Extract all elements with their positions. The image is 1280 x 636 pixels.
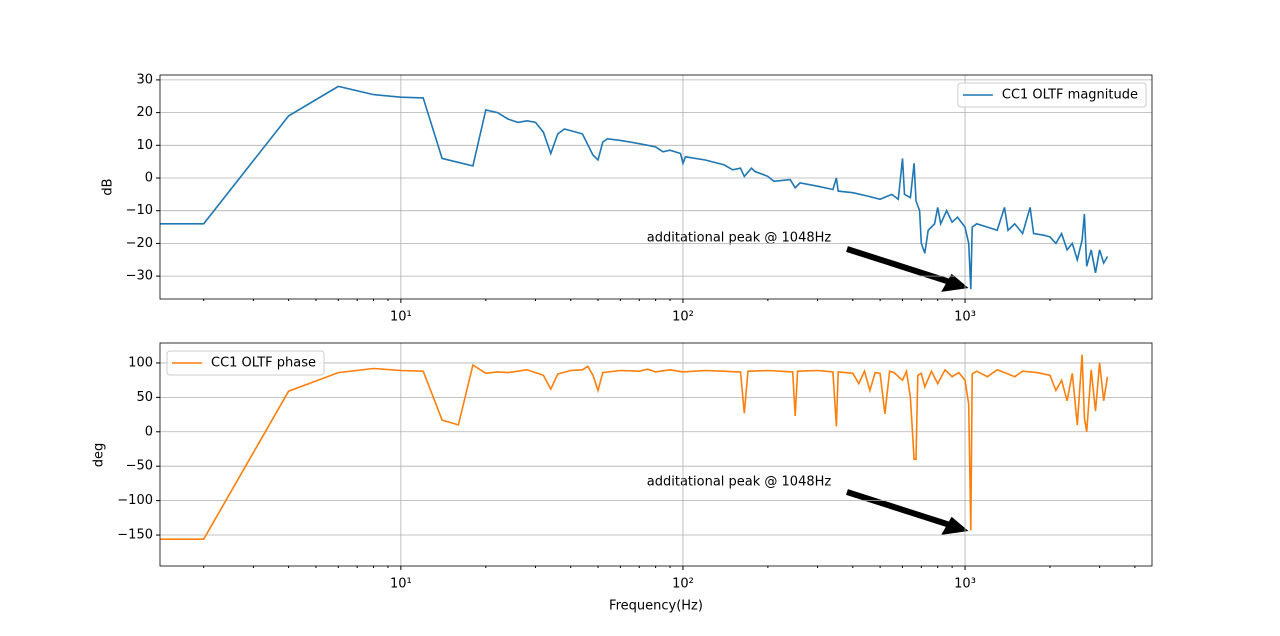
y-axis-label: dB — [101, 178, 116, 195]
legend-box — [166, 350, 325, 376]
y-tick-label: −100 — [117, 493, 153, 508]
x-tick-label: 10² — [672, 577, 694, 592]
x-tick-label: 10¹ — [390, 577, 412, 592]
y-tick-label: 0 — [145, 171, 153, 186]
data-line — [160, 85, 1109, 290]
y-tick-label: 30 — [136, 72, 153, 87]
annotation: additational peak @ 1048Hz — [647, 231, 832, 246]
arrow-head — [941, 273, 969, 292]
x-axis-label: Frequency(Hz) — [609, 599, 703, 614]
x-tick-label: 10² — [672, 310, 694, 325]
y-axis-label: deg — [92, 443, 107, 468]
y-tick-label: 100 — [128, 355, 153, 370]
legend-label: CC1 OLTF phase — [211, 356, 316, 371]
y-tick-label: 0 — [145, 424, 153, 439]
annotation-arrow — [846, 246, 951, 285]
y-tick-label: −30 — [126, 269, 153, 284]
legend-box — [957, 82, 1147, 108]
annotation: additational peak @ 1048Hz — [647, 475, 832, 490]
data-line — [160, 354, 1109, 540]
y-tick-label: −20 — [126, 236, 153, 251]
legend: CC1 OLTF magnitude — [957, 82, 1147, 108]
y-tick-label: −150 — [117, 528, 153, 543]
y-tick-label: 20 — [136, 105, 153, 120]
legend: CC1 OLTF phase — [166, 350, 325, 376]
x-tick-label: 10³ — [954, 577, 976, 592]
y-tick-label: −50 — [126, 459, 153, 474]
magnitude-axes: dB additational peak @ 1048Hz 10¹ 10² 10³ −… — [101, 72, 1153, 325]
y-tick-label: −10 — [126, 203, 153, 218]
x-tick-label: 10¹ — [390, 310, 412, 325]
annotation-arrow — [846, 489, 951, 528]
y-tick-label: 10 — [136, 138, 153, 153]
axes-frame — [159, 74, 1153, 300]
legend-label: CC1 OLTF magnitude — [1002, 88, 1138, 103]
y-tick-label: 50 — [136, 390, 153, 405]
arrow-head — [941, 516, 969, 535]
x-tick-label: 10³ — [954, 310, 976, 325]
axes-frame — [159, 342, 1153, 567]
phase-axes: deg Frequency(Hz) additational peak @ 10… — [92, 342, 1153, 614]
